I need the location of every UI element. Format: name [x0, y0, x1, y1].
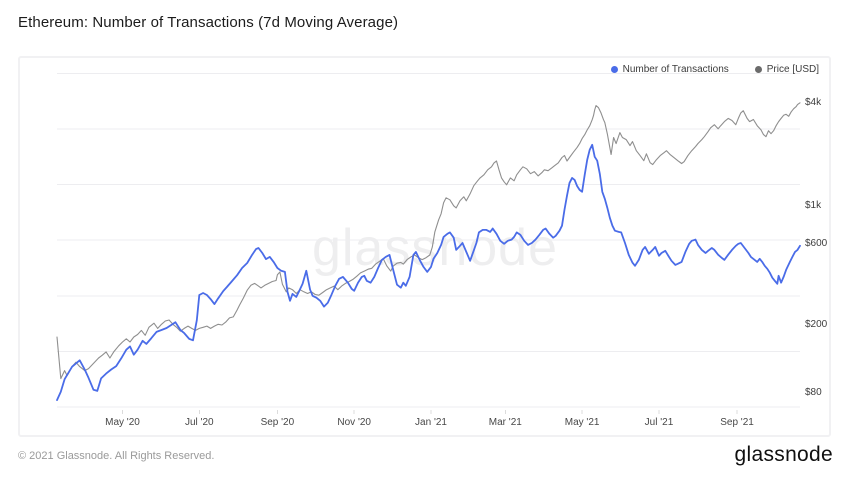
chart-legend: Number of Transactions Price [USD] — [610, 64, 819, 75]
right-axis-tick-label: $80 — [805, 386, 822, 398]
transactions-series-dot-icon — [610, 66, 618, 73]
right-axis-tick-label: $4k — [805, 97, 822, 109]
glassnode-logo[interactable]: glassnode — [734, 443, 833, 466]
legend-label: Number of Transactions — [622, 64, 729, 75]
legend-label: Price [USD] — [766, 64, 819, 75]
copyright-text: © 2021 Glassnode. All Rights Reserved. — [18, 450, 215, 462]
x-axis-tick-label: Mar '21 — [488, 417, 522, 428]
x-axis-tick-label: May '20 — [105, 417, 140, 428]
legend-item-price[interactable]: Price [USD] — [754, 64, 819, 75]
x-axis-tick-label: Jan '21 — [415, 417, 447, 428]
x-axis-tick-label: Jul '20 — [185, 417, 214, 428]
page-title: Ethereum: Number of Transactions (7d Mov… — [18, 14, 399, 31]
right-axis-tick-label: $200 — [805, 319, 828, 330]
right-axis-tick-label: $1k — [805, 199, 822, 211]
x-axis-tick-label: Sep '20 — [260, 417, 295, 428]
x-axis-tick-label: Jul '21 — [644, 417, 674, 428]
x-axis-tick-label: May '21 — [564, 417, 600, 428]
price-series-dot-icon — [754, 66, 762, 73]
x-axis-tick-label: Sep '21 — [720, 417, 754, 428]
legend-item-transactions[interactable]: Number of Transactions — [610, 64, 729, 75]
right-axis-tick-label: $600 — [805, 237, 828, 249]
x-axis-tick-label: Nov '20 — [337, 417, 371, 428]
